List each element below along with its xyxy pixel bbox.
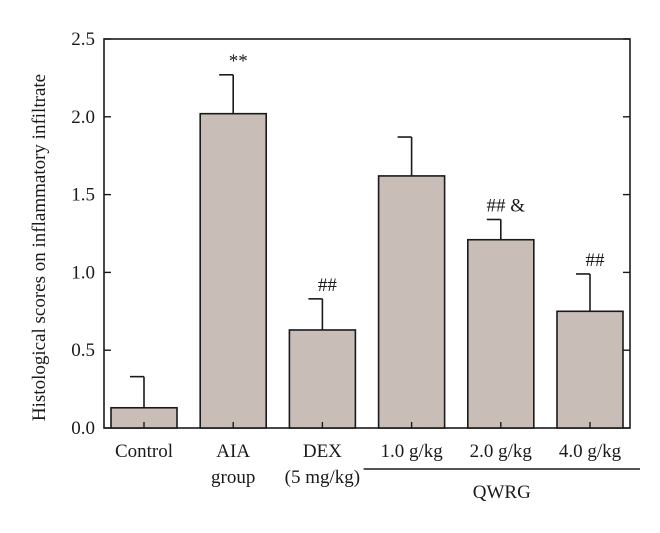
bar xyxy=(377,175,446,429)
x-category-label: 1.0 g/kg xyxy=(380,441,443,462)
bar xyxy=(288,329,357,429)
y-tick-label: 2.5 xyxy=(71,29,95,50)
x-category-label: group xyxy=(211,467,255,488)
plot-frame xyxy=(103,38,631,429)
bar xyxy=(199,112,267,429)
y-tick-label: 2.0 xyxy=(71,107,95,128)
significance-label: ## xyxy=(318,275,338,296)
x-category-label: 2.0 g/kg xyxy=(470,441,533,462)
x-category-label: AIA xyxy=(216,441,250,462)
y-tick-label: 1.0 xyxy=(71,262,95,283)
x-category-label: 4.0 g/kg xyxy=(559,441,622,462)
group-bracket-label: QWRG xyxy=(473,482,531,503)
significance-label: ## xyxy=(586,250,606,271)
y-axis-title: Histological scores on inflammatory infi… xyxy=(29,74,50,421)
significance-label: ## & xyxy=(487,195,526,216)
significance-label: ** xyxy=(229,51,248,72)
y-tick-label: 0.0 xyxy=(71,418,95,439)
x-category-label: Control xyxy=(115,441,173,462)
y-tick-label: 0.5 xyxy=(71,340,95,361)
bar xyxy=(556,310,624,429)
y-tick-label: 1.5 xyxy=(71,185,95,206)
x-category-label: DEX xyxy=(303,441,342,462)
x-category-label: (5 mg/kg) xyxy=(285,467,360,488)
bar xyxy=(466,238,535,429)
